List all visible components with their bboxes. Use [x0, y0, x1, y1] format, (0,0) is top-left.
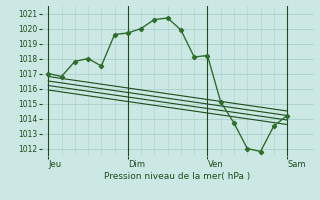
X-axis label: Pression niveau de la mer( hPa ): Pression niveau de la mer( hPa ) [104, 172, 251, 181]
